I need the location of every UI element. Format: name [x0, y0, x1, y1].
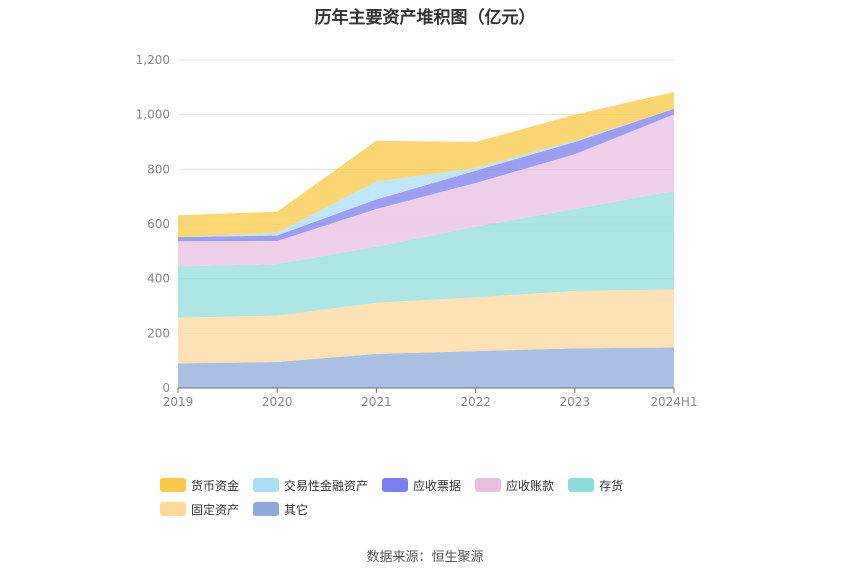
legend-swatch — [475, 478, 502, 492]
legend: 货币资金 交易性金融资产 应收票据 应收账款 存货固定资产 其它 — [160, 473, 720, 521]
legend-label: 固定资产 — [191, 502, 240, 517]
legend-item[interactable]: 交易性金融资产 — [253, 473, 368, 497]
legend-swatch — [253, 502, 280, 516]
y-tick-label: 400 — [147, 272, 170, 286]
data-source-label: 数据来源： — [366, 550, 432, 565]
legend-label: 交易性金融资产 — [284, 478, 369, 493]
y-tick-label: 0 — [162, 381, 170, 395]
y-tick-label: 1,000 — [136, 108, 170, 122]
legend-item[interactable]: 货币资金 — [160, 473, 239, 497]
x-tick-label: 2020 — [262, 395, 293, 409]
legend-label: 应收票据 — [413, 478, 462, 493]
legend-item[interactable]: 应收账款 — [475, 473, 554, 497]
x-tick-label: 2019 — [163, 395, 194, 409]
area-series-2[interactable] — [178, 190, 674, 318]
x-tick-label: 2023 — [560, 395, 591, 409]
area-series-6[interactable] — [178, 91, 674, 238]
legend-item[interactable]: 固定资产 — [160, 497, 239, 521]
legend-swatch — [568, 478, 595, 492]
area-series-0[interactable] — [178, 347, 674, 388]
y-tick-label: 800 — [147, 162, 170, 176]
legend-item[interactable]: 其它 — [253, 497, 308, 521]
x-tick-label: 2021 — [361, 395, 392, 409]
data-source-name: 恒生聚源 — [431, 550, 484, 565]
x-tick-label: 2024H1 — [650, 395, 697, 409]
legend-item[interactable]: 应收票据 — [382, 473, 461, 497]
legend-swatch — [253, 478, 280, 492]
chart-title: 历年主要资产堆积图（亿元） — [314, 8, 536, 28]
legend-label: 货币资金 — [191, 478, 240, 493]
y-tick-label: 200 — [147, 326, 170, 340]
x-tick-label: 2022 — [460, 395, 491, 409]
area-series — [178, 91, 674, 388]
axes: 0 200 400 600 800 1,000 1,200 2019 2020 2021 2022 2… — [136, 53, 698, 409]
legend-label: 其它 — [284, 502, 309, 517]
data-source: 数据来源：恒生聚源 — [0, 546, 850, 565]
area-series-3[interactable] — [178, 114, 674, 267]
area-series-1[interactable] — [178, 289, 674, 364]
legend-swatch — [160, 502, 186, 516]
legend-label: 应收账款 — [506, 478, 555, 493]
y-tick-label: 1,200 — [136, 53, 170, 67]
legend-item[interactable]: 存货 — [568, 473, 623, 497]
legend-swatch — [382, 478, 409, 492]
y-tick-label: 600 — [147, 217, 170, 231]
legend-swatch — [160, 478, 186, 492]
legend-label: 存货 — [599, 478, 624, 493]
